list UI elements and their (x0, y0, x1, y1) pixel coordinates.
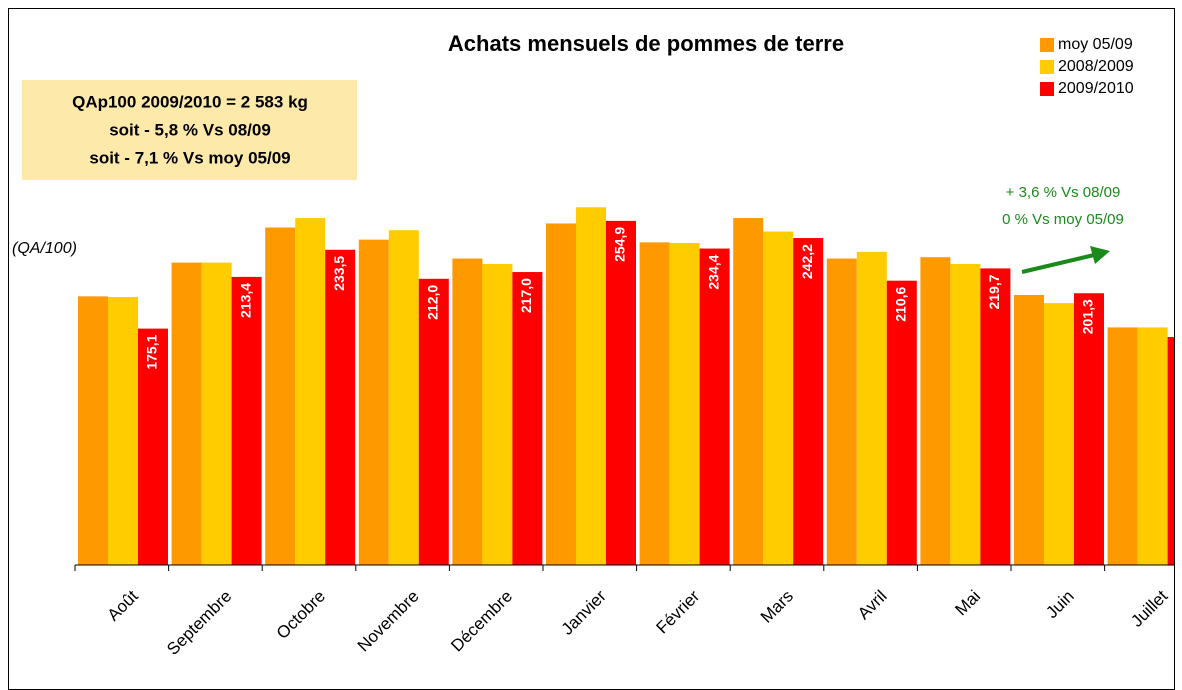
legend-label: 2009/2010 (1058, 80, 1134, 97)
bar (606, 220, 636, 565)
bar (358, 239, 389, 565)
bar (388, 230, 419, 565)
legend-label: moy 05/09 (1058, 36, 1133, 53)
summary-line: soit - 5,8 % Vs 08/09 (109, 120, 271, 139)
bar (1107, 327, 1138, 565)
bar (886, 280, 917, 565)
bar (295, 218, 326, 566)
bar (138, 328, 168, 565)
plot: 175,1 213,4 233,5 212,0 217,0 254,9 234,4 242,2… (78, 207, 1182, 566)
bar (920, 257, 951, 565)
annotation: + 3,6 % Vs 08/09 (1006, 184, 1121, 201)
bar (576, 207, 606, 565)
bar (512, 272, 543, 565)
bar (1044, 303, 1074, 565)
bar (546, 223, 576, 565)
bar (78, 296, 108, 565)
bar (452, 258, 483, 565)
bar (950, 263, 981, 565)
bar (1167, 336, 1174, 565)
bar (171, 262, 202, 565)
y-axis-label: (QA/100) (12, 240, 77, 257)
legend-swatch (1040, 82, 1054, 96)
arrow-head (1090, 246, 1110, 264)
bar (418, 278, 449, 565)
bar (265, 227, 296, 565)
data-label: 201,3 (1080, 299, 1096, 334)
legend-label: 2008/2009 (1058, 58, 1134, 75)
bar (108, 297, 138, 565)
bar (980, 268, 1011, 565)
summary-line: QAp100 2009/2010 = 2 583 kg (72, 92, 308, 111)
data-label: 168,9 (1173, 343, 1182, 378)
bar (325, 249, 356, 565)
summary-box (22, 80, 357, 180)
bar (1074, 293, 1104, 565)
data-label: 242,2 (799, 244, 815, 279)
bar (1137, 327, 1168, 565)
bar (231, 276, 262, 565)
data-label: 219,7 (986, 274, 1002, 309)
bar (1014, 295, 1044, 565)
bar (669, 243, 700, 565)
data-label: 210,6 (893, 286, 909, 321)
bar (482, 263, 513, 565)
chart-title: Achats mensuels de pommes de terre (448, 31, 844, 56)
data-label: 233,5 (331, 256, 347, 291)
data-label: 254,9 (612, 227, 628, 262)
annotation: 0 % Vs moy 05/09 (1002, 211, 1124, 228)
bar (856, 251, 887, 566)
bar (733, 218, 764, 566)
legend-swatch (1040, 60, 1054, 74)
bar (763, 231, 794, 566)
arrow-shaft (1021, 253, 1095, 274)
data-label: 212,0 (425, 285, 441, 320)
data-label: 234,4 (705, 254, 721, 289)
summary-line: soit - 7,1 % Vs moy 05/09 (89, 148, 290, 167)
legend-swatch (1040, 38, 1054, 52)
data-label: 175,1 (144, 334, 160, 369)
bar (826, 258, 857, 565)
bar (793, 238, 824, 565)
data-label: 213,4 (237, 283, 253, 318)
bar (201, 262, 232, 565)
data-label: 217,0 (518, 278, 534, 313)
bar (699, 248, 730, 565)
bar (639, 242, 670, 565)
